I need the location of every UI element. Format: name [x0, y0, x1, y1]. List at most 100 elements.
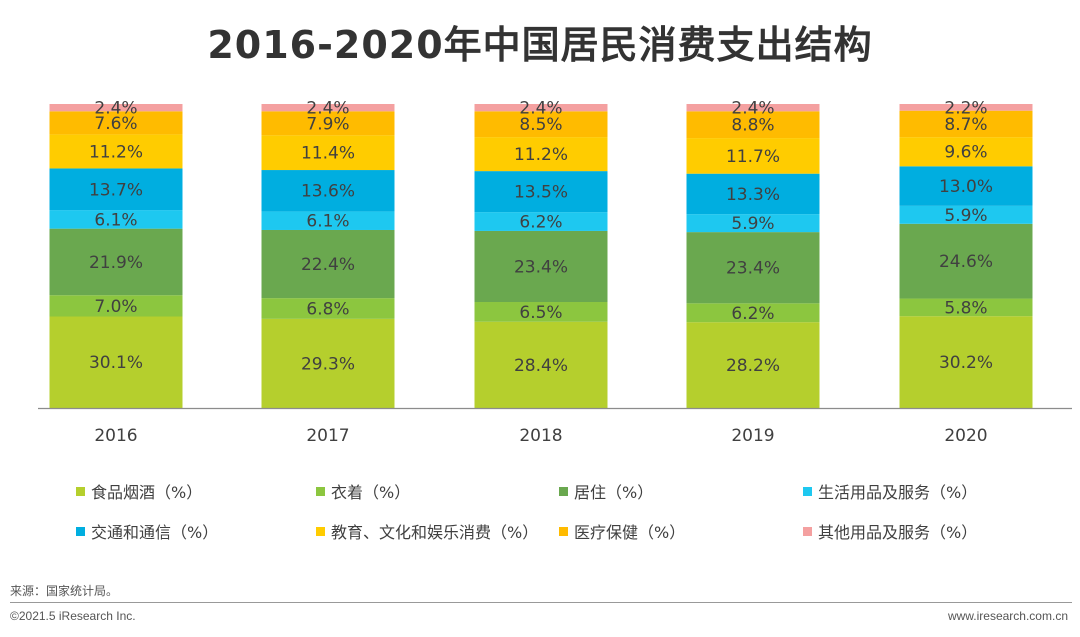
bar-segment-2019-s0 — [686, 322, 820, 408]
data-label: 6.1% — [94, 210, 137, 230]
data-label: 6.5% — [519, 303, 562, 323]
bar-segment-2017-s1 — [261, 298, 395, 319]
bar-segment-2020-s7 — [899, 104, 1033, 111]
chart-title: 2016-2020年中国居民消费支出结构 — [207, 23, 873, 67]
legend-label: 衣着（%） — [331, 483, 411, 502]
bar-segment-2018-s4 — [474, 171, 608, 213]
data-label: 24.6% — [939, 252, 993, 272]
bar-segment-2019-s1 — [686, 303, 820, 323]
bar-segment-2017-s7 — [261, 104, 395, 112]
legend-label: 生活用品及服务（%） — [818, 483, 978, 502]
data-label: 13.0% — [939, 177, 993, 197]
data-label: 13.7% — [89, 180, 143, 200]
x-tick-label: 2016 — [94, 426, 137, 446]
data-label: 13.6% — [301, 182, 355, 202]
bar-segment-2017-s4 — [261, 170, 395, 212]
bar-segment-2016-s6 — [49, 111, 183, 135]
bar-segment-2020-s5 — [899, 137, 1033, 167]
bar-segment-2018-s7 — [474, 104, 608, 112]
bar-segment-2016-s0 — [49, 316, 183, 408]
x-tick-label: 2017 — [306, 426, 349, 446]
legend-swatch — [76, 486, 85, 496]
bar-segment-2019-s7 — [686, 104, 820, 112]
bar-segment-2018-s6 — [474, 111, 608, 138]
x-tick-label: 2020 — [944, 426, 987, 446]
data-label: 6.8% — [306, 299, 349, 319]
data-label: 23.4% — [726, 259, 780, 279]
bar-segment-2020-s2 — [899, 223, 1033, 299]
bar-segment-2016-s2 — [49, 228, 183, 296]
legend-label: 食品烟酒（%） — [91, 483, 203, 502]
bar-segment-2017-s2 — [261, 229, 395, 299]
data-label: 23.4% — [514, 257, 568, 277]
legend-item: 食品烟酒（%） — [76, 479, 202, 503]
legend-item: 医疗保健（%） — [559, 519, 685, 543]
legend-swatch — [316, 486, 325, 496]
legend-label: 居住（%） — [574, 483, 654, 502]
legend-label: 其他用品及服务（%） — [818, 523, 978, 542]
bar-segment-2019-s6 — [686, 111, 820, 139]
data-label: 6.2% — [519, 213, 562, 233]
data-label: 30.2% — [939, 353, 993, 373]
bar-segment-2016-s4 — [49, 168, 183, 211]
legend-label: 医疗保健（%） — [574, 523, 686, 542]
bar-segment-2019-s5 — [686, 138, 820, 174]
copyright-text: ©2021.5 iResearch Inc. — [10, 609, 136, 623]
data-label: 8.7% — [944, 115, 987, 135]
data-label: 5.9% — [731, 214, 774, 234]
data-label: 11.2% — [514, 145, 568, 165]
bar-segment-2016-s7 — [49, 104, 183, 112]
bar-segment-2019-s4 — [686, 173, 820, 215]
bar-segment-2018-s3 — [474, 212, 608, 231]
bar-segment-2017-s5 — [261, 135, 395, 171]
bar-segment-2019-s2 — [686, 232, 820, 304]
bar-segment-2017-s3 — [261, 211, 395, 230]
bar-segment-2017-s0 — [261, 318, 395, 408]
data-label: 6.1% — [306, 212, 349, 232]
bar-segment-2016-s1 — [49, 295, 183, 317]
bar-segment-2020-s0 — [899, 316, 1033, 408]
legend-swatch — [316, 526, 325, 536]
legend-item: 教育、文化和娱乐消费（%） — [316, 519, 538, 543]
data-label: 2.4% — [731, 99, 774, 119]
data-label: 13.3% — [726, 185, 780, 205]
bar-segment-2020-s4 — [899, 166, 1033, 206]
bar-segment-2019-s3 — [686, 214, 820, 233]
legend-item: 交通和通信（%） — [76, 519, 218, 543]
bar-segment-2016-s5 — [49, 134, 183, 169]
data-label: 13.5% — [514, 183, 568, 203]
legend-label: 教育、文化和娱乐消费（%） — [331, 523, 539, 542]
bar-segment-2017-s6 — [261, 111, 395, 136]
legend-item: 居住（%） — [559, 479, 653, 503]
data-label: 28.2% — [726, 356, 780, 376]
legend-swatch — [559, 486, 568, 496]
data-label: 8.5% — [519, 115, 562, 135]
data-label: 6.2% — [731, 304, 774, 324]
bar-segment-2016-s3 — [49, 210, 183, 229]
legend-swatch — [559, 526, 568, 536]
data-label: 9.6% — [944, 143, 987, 163]
data-label: 5.8% — [944, 298, 987, 318]
stacked-bar-chart: 30.1%7.0%21.9%6.1%13.7%11.2%7.6%2.4%2016… — [38, 98, 1072, 446]
data-label: 28.4% — [514, 356, 568, 376]
bar-segment-2018-s1 — [474, 302, 608, 322]
x-tick-label: 2018 — [519, 426, 562, 446]
data-label: 21.9% — [89, 253, 143, 273]
data-label: 11.4% — [301, 144, 355, 164]
legend-item: 生活用品及服务（%） — [803, 479, 977, 503]
bar-segment-2020-s3 — [899, 205, 1033, 224]
data-label: 29.3% — [301, 354, 355, 374]
data-label: 7.6% — [94, 114, 137, 134]
data-label: 2.4% — [519, 99, 562, 119]
legend-label: 交通和通信（%） — [91, 523, 219, 542]
legend-swatch — [803, 526, 812, 536]
website-url: www.iresearch.com.cn — [947, 609, 1068, 623]
bar-segment-2018-s0 — [474, 321, 608, 408]
bar-segment-2018-s2 — [474, 230, 608, 303]
data-label: 22.4% — [301, 255, 355, 275]
data-label: 2.4% — [306, 99, 349, 119]
data-label: 7.0% — [94, 297, 137, 317]
data-label: 11.2% — [89, 142, 143, 162]
legend-item: 衣着（%） — [316, 479, 410, 503]
data-label: 2.4% — [94, 99, 137, 119]
